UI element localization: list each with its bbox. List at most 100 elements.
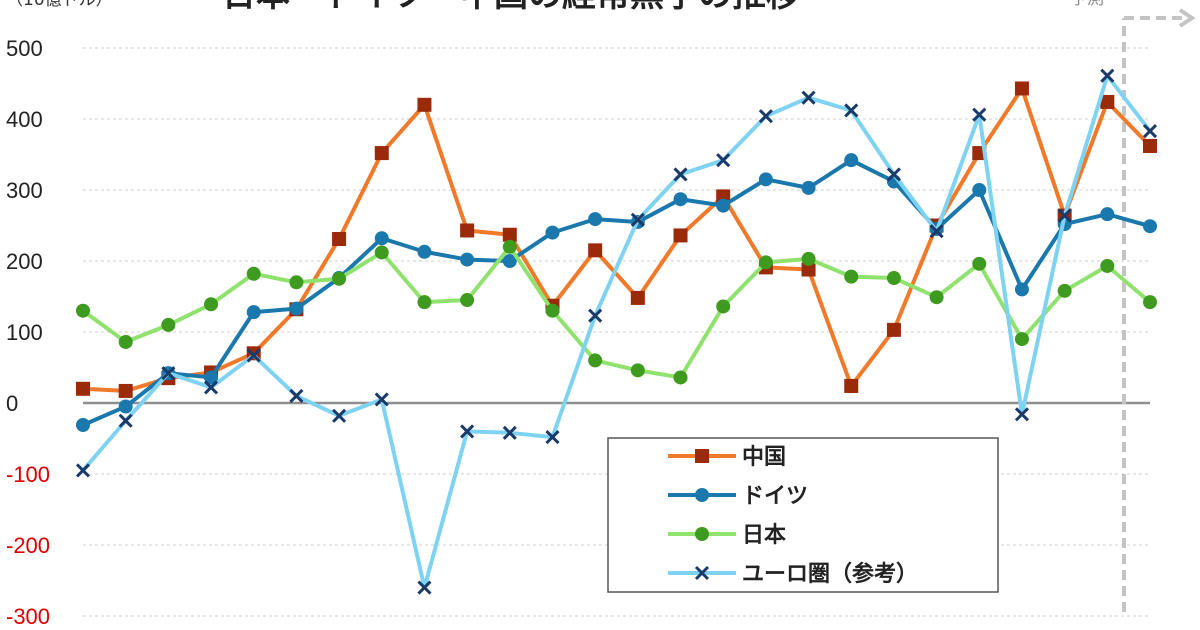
legend-label: 日本 <box>742 523 786 548</box>
data-point <box>374 231 389 246</box>
forecast-label: 予測 <box>1070 0 1104 9</box>
data-point <box>1057 283 1072 298</box>
data-point <box>673 370 688 385</box>
series-line <box>81 244 1152 380</box>
data-point <box>545 303 560 318</box>
y-tick-label: 400 <box>6 107 43 132</box>
data-point <box>1143 295 1157 310</box>
data-point <box>118 334 133 349</box>
legend-item: 日本 <box>668 523 786 548</box>
data-point <box>460 424 475 439</box>
data-point <box>1143 219 1157 234</box>
forecast-arrow-head <box>1178 8 1196 28</box>
data-point <box>673 228 688 243</box>
y-tick-label: -100 <box>6 462 50 487</box>
legend-item: ドイツ <box>668 484 808 509</box>
data-point <box>75 463 91 478</box>
data-point <box>118 413 133 428</box>
series-3 <box>75 68 1158 595</box>
legend-label: ユーロ圏（参考） <box>742 561 918 587</box>
data-point <box>716 153 731 168</box>
data-point <box>929 224 944 239</box>
data-point <box>76 418 90 433</box>
data-point <box>716 198 731 213</box>
data-point <box>801 251 816 266</box>
y-tick-label: 200 <box>6 249 43 274</box>
data-point <box>673 192 688 207</box>
data-point <box>801 262 816 277</box>
data-point <box>1100 68 1115 83</box>
data-point <box>332 231 347 246</box>
legend-label: 中国 <box>742 445 786 470</box>
y-tick-label: 100 <box>6 320 43 345</box>
data-point <box>1100 94 1115 109</box>
data-point <box>502 239 517 254</box>
legend-swatch-marker <box>695 449 709 463</box>
data-point <box>289 301 304 316</box>
data-point <box>588 308 603 323</box>
data-point <box>716 299 731 314</box>
legend-box <box>607 437 999 593</box>
chart-title: 日本・ドイツ・中国の経常黒字の推移 <box>222 0 800 15</box>
y-axis-ticks: 500 400 300 200 100 0 -100 -200 -300 <box>6 36 50 629</box>
data-point <box>161 317 176 332</box>
data-point <box>374 146 389 161</box>
data-point <box>588 353 603 368</box>
data-point <box>289 275 304 290</box>
data-point <box>161 366 176 381</box>
data-point <box>1100 258 1115 273</box>
y-tick-label: -300 <box>6 604 50 629</box>
data-point <box>545 430 560 445</box>
data-point <box>76 303 90 318</box>
legend-swatch-marker <box>694 565 710 581</box>
data-point <box>460 223 475 238</box>
data-point <box>118 399 133 414</box>
series-0 <box>76 81 1157 398</box>
data-point <box>76 381 90 396</box>
data-point <box>502 227 517 242</box>
data-point <box>929 290 944 305</box>
data-point <box>758 109 773 124</box>
data-point <box>246 266 261 281</box>
y-tick-label: 0 <box>6 391 18 416</box>
data-point <box>758 172 773 187</box>
legend-label: ドイツ <box>742 484 808 509</box>
y-tick-label: -200 <box>6 533 50 558</box>
unit-label: （10億ドル） <box>6 0 113 10</box>
data-point <box>204 297 219 312</box>
data-point <box>801 90 816 105</box>
data-point <box>1143 138 1157 153</box>
data-point <box>246 305 261 320</box>
data-point <box>502 254 517 268</box>
data-point <box>118 383 133 398</box>
data-point <box>844 103 859 118</box>
data-point <box>1014 81 1029 96</box>
data-point <box>204 370 219 385</box>
legend-swatch-marker <box>695 488 709 502</box>
series-lines <box>75 68 1158 595</box>
data-point <box>801 180 816 195</box>
y-tick-label: 300 <box>6 178 43 203</box>
y-tick-label: 500 <box>6 36 43 61</box>
data-point <box>1057 208 1072 223</box>
data-point <box>972 183 987 197</box>
data-point <box>374 245 389 260</box>
legend-swatch-marker <box>695 527 709 541</box>
data-point <box>588 243 603 258</box>
data-point <box>758 255 773 270</box>
data-point <box>203 380 219 395</box>
series-line <box>82 86 1152 393</box>
data-point <box>417 295 432 310</box>
data-point <box>886 322 901 337</box>
data-point <box>844 269 859 284</box>
data-point <box>844 378 859 393</box>
data-point <box>289 388 304 403</box>
legend-item: 中国 <box>668 445 786 470</box>
data-point <box>844 153 859 168</box>
data-point <box>1014 407 1030 422</box>
data-point <box>1142 124 1158 139</box>
data-point <box>673 167 688 182</box>
data-point <box>1100 207 1115 222</box>
